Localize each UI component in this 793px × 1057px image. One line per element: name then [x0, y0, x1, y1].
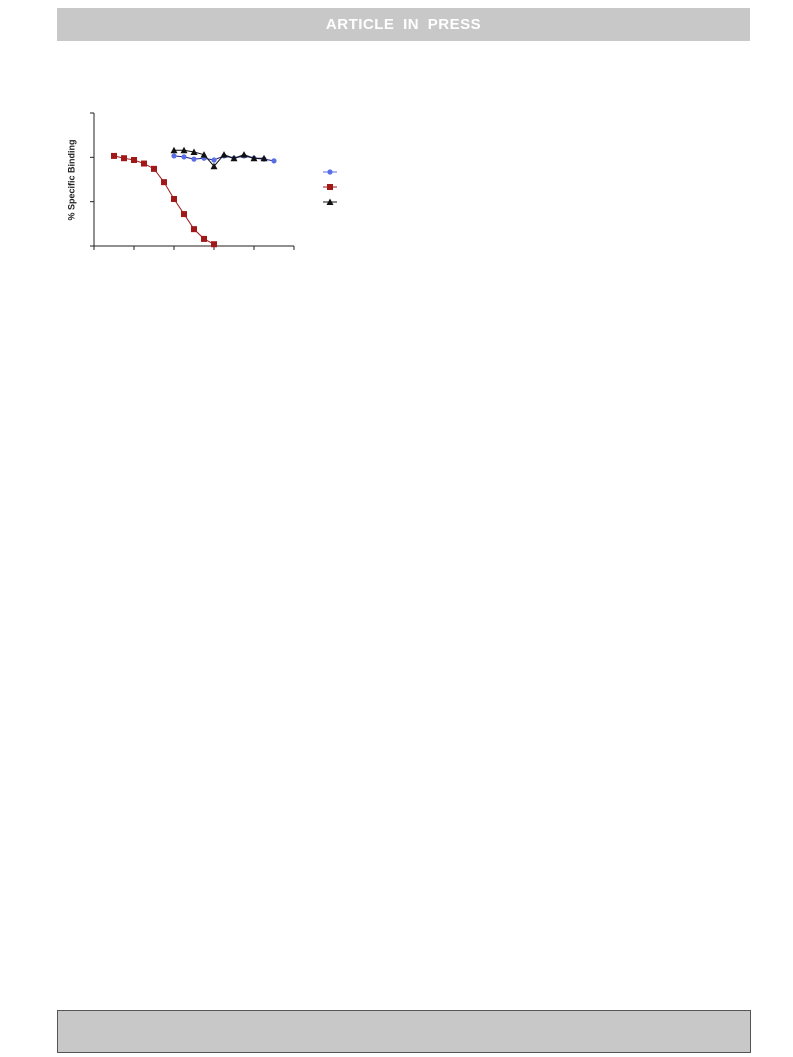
data-point — [181, 211, 187, 218]
data-point — [220, 151, 228, 158]
data-point — [121, 155, 127, 162]
y-axis-label: % Specific Binding — [66, 139, 76, 220]
legend-marker — [327, 169, 333, 175]
data-point — [201, 235, 207, 242]
data-point — [191, 156, 197, 162]
data-point — [260, 154, 268, 162]
running-header: ARTICLE IN PRESS — [57, 8, 750, 41]
data-point — [240, 151, 248, 158]
data-point — [211, 157, 217, 163]
legend-marker — [326, 198, 334, 205]
data-point — [131, 156, 137, 163]
footer-box — [57, 1010, 751, 1053]
data-point — [170, 146, 178, 154]
data-point — [190, 148, 198, 156]
data-point — [151, 165, 157, 172]
figure: % Specific Binding — [66, 112, 337, 250]
data-point — [271, 158, 277, 164]
data-point — [111, 152, 117, 159]
data-point — [171, 196, 177, 203]
data-point — [180, 146, 188, 154]
data-point — [250, 154, 258, 162]
data-point — [230, 154, 238, 162]
series-line — [174, 149, 264, 167]
data-point — [200, 151, 208, 158]
data-point — [141, 160, 147, 167]
data-point — [161, 179, 167, 186]
data-point — [211, 241, 217, 248]
data-point — [171, 153, 177, 159]
legend-marker — [327, 184, 333, 190]
data-point — [191, 226, 197, 233]
data-point — [181, 154, 187, 160]
series-line — [113, 155, 215, 245]
data-point — [210, 162, 218, 170]
